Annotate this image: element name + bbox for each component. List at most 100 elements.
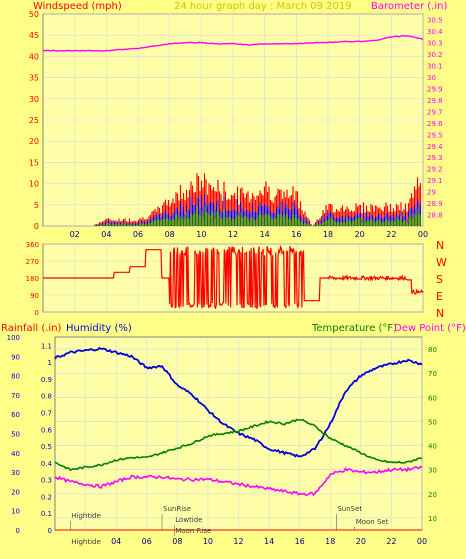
temp-y-tick: 80 xyxy=(428,346,437,354)
humidity-y-tick: 90 xyxy=(11,353,20,361)
annotation-label: SunRise xyxy=(163,505,191,513)
rain-y-tick: 0.5 xyxy=(41,443,52,451)
humidity-y-tick: 100 xyxy=(7,334,20,342)
axis-labels: 0510152025303540455028.828.92929.129.229… xyxy=(7,10,447,546)
baro-y-tick: 28.8 xyxy=(427,212,443,220)
baro-y-tick: 29.4 xyxy=(427,143,443,151)
temp-y-tick: 40 xyxy=(428,443,437,451)
x-tick-label: 10 xyxy=(196,230,206,239)
x-tick-label: 14 xyxy=(260,230,270,239)
baro-y-tick: 29.6 xyxy=(427,120,443,128)
humidity-y-tick: 60 xyxy=(11,411,20,419)
wind-y-tick: 0 xyxy=(34,222,39,231)
x-tick-label: 04 xyxy=(101,230,111,239)
wind-y-tick: 10 xyxy=(29,180,39,189)
dewpoint-label: Dew Point (°F) xyxy=(394,323,466,334)
annotation-label: SunSet xyxy=(337,505,362,513)
x-tick-label: 06 xyxy=(142,537,152,546)
baro-y-tick: 30.3 xyxy=(427,40,443,48)
x-tick-label: 04 xyxy=(111,537,121,546)
wind-y-tick: 45 xyxy=(29,31,39,40)
barometer-label: Barometer (.in) xyxy=(371,1,447,12)
chart-marks xyxy=(43,35,424,536)
wind-y-tick: 5 xyxy=(34,201,39,210)
temp-y-tick: 60 xyxy=(428,394,437,402)
rainfall-label: Rainfall (.in) xyxy=(1,323,62,334)
wind-y-tick: 35 xyxy=(29,74,39,83)
rain-y-tick: 0 xyxy=(48,527,52,535)
rain-y-tick: 0.3 xyxy=(41,477,52,485)
temp-y-tick: 10 xyxy=(428,515,437,523)
humidity-y-tick: 30 xyxy=(11,469,20,477)
x-tick-label: 16 xyxy=(291,230,301,239)
humidity-y-tick: 20 xyxy=(11,488,20,496)
x-tick-label: 08 xyxy=(172,537,182,546)
dir-y-tick: 270 xyxy=(26,258,39,266)
annotation-label: Moon Rise xyxy=(175,527,211,535)
dir-y-tick: 180 xyxy=(26,275,39,283)
direction-letter: S xyxy=(436,273,443,286)
baro-y-tick: 29.9 xyxy=(427,85,443,93)
dewpoint-line xyxy=(54,465,423,497)
x-tick-label: 18 xyxy=(323,230,333,239)
rain-y-tick: 0.7 xyxy=(41,410,52,418)
x-tick-label: 12 xyxy=(228,230,238,239)
annotation-label: Lowtide xyxy=(175,516,202,524)
temperature-label: Temperature (°F) xyxy=(311,323,397,334)
x-tick-label: 00 xyxy=(417,537,427,546)
annotation-label: Hightide xyxy=(71,512,101,520)
humidity-y-tick: 10 xyxy=(11,508,20,516)
humidity-label: Humidity (%) xyxy=(66,323,132,334)
rain-y-tick: 1.1 xyxy=(41,342,52,350)
baro-y-tick: 29.2 xyxy=(427,166,443,174)
rain-y-tick: 0.4 xyxy=(41,460,53,468)
windspeed-label: Windspeed (mph) xyxy=(33,1,122,12)
x-tick-label: 16 xyxy=(295,537,305,546)
direction-letter: N xyxy=(436,239,444,252)
x-tick-label: 22 xyxy=(386,230,396,239)
dir-y-tick: 90 xyxy=(30,292,39,300)
rain-y-tick: 0.6 xyxy=(41,426,53,434)
x-tick-label: 14 xyxy=(264,537,274,546)
annotation-label: Hightide xyxy=(71,538,101,546)
x-tick-label: 02 xyxy=(70,230,80,239)
rain-y-tick: 0.2 xyxy=(41,493,52,501)
baro-y-tick: 30.5 xyxy=(427,17,443,25)
wind-direction-line xyxy=(43,244,424,310)
wind-y-tick: 30 xyxy=(29,95,39,104)
baro-y-tick: 29.5 xyxy=(427,131,443,139)
rain-y-tick: 0.8 xyxy=(41,393,52,401)
baro-y-tick: 28.9 xyxy=(427,200,443,208)
x-tick-label: 20 xyxy=(355,230,365,239)
x-tick-label: 08 xyxy=(165,230,175,239)
x-tick-label: 00 xyxy=(418,230,428,239)
wind-y-tick: 25 xyxy=(29,116,39,125)
baro-y-tick: 30.2 xyxy=(427,51,443,59)
temp-y-tick: 50 xyxy=(428,418,437,426)
dir-y-tick: 0 xyxy=(35,309,39,317)
temp-y-tick: 20 xyxy=(428,491,437,499)
baro-y-tick: 30.4 xyxy=(427,28,443,36)
x-tick-label: 22 xyxy=(386,537,396,546)
humidity-y-tick: 80 xyxy=(11,373,20,381)
humidity-y-tick: 0 xyxy=(16,527,20,535)
barometer-line xyxy=(43,35,424,52)
humidity-y-tick: 50 xyxy=(11,431,20,439)
x-tick-label: 20 xyxy=(356,537,366,546)
chart-title: 24 hour graph day : March 09 2019 xyxy=(174,1,352,12)
x-tick-label: 10 xyxy=(203,537,213,546)
baro-y-tick: 29.7 xyxy=(427,108,443,116)
baro-y-tick: 29.8 xyxy=(427,97,443,105)
wind-y-tick: 15 xyxy=(29,158,39,167)
humidity-y-tick: 40 xyxy=(11,450,20,458)
temperature-line xyxy=(54,418,422,472)
humidity-y-tick: 70 xyxy=(11,392,20,400)
rain-y-tick: 1 xyxy=(48,359,52,367)
baro-y-tick: 30 xyxy=(427,74,436,82)
dir-y-tick: 360 xyxy=(26,241,39,249)
wind-y-tick: 20 xyxy=(29,137,39,146)
wind-y-tick: 40 xyxy=(29,52,39,61)
wind-y-tick: 50 xyxy=(29,10,39,19)
